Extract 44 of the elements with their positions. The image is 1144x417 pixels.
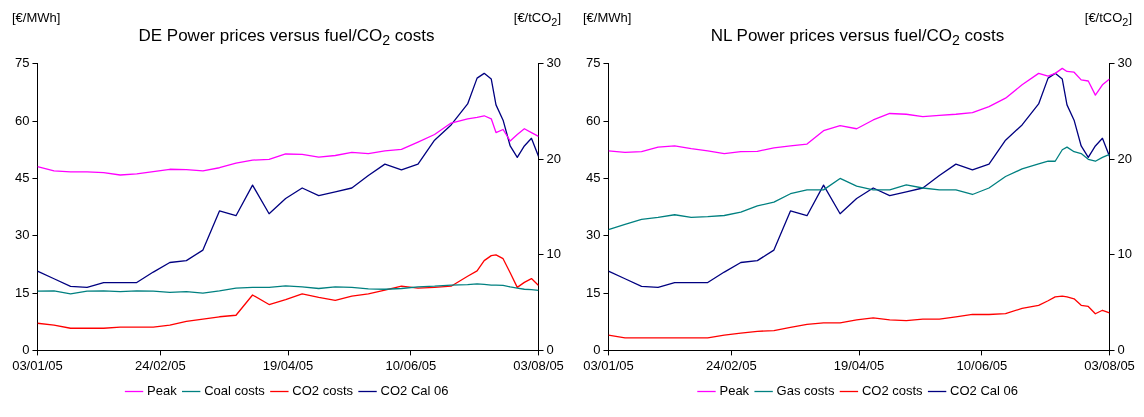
x-tick-label: 03/01/05: [583, 357, 634, 373]
y2-tick-label: 30: [1117, 55, 1133, 71]
y2-tick-label: 20: [546, 150, 562, 166]
y2-axis-title: [€/tCO$_{2}$]: [1084, 10, 1132, 28]
legend-label: Peak: [719, 383, 750, 399]
x-tick-label: 24/02/05: [135, 357, 186, 373]
y-tick-label: 30: [585, 227, 601, 243]
y-tick-label: 45: [585, 170, 601, 186]
legend-label: Coal costs: [204, 383, 266, 399]
legend-label: Gas costs: [776, 383, 835, 399]
legend-label: CO2 costs: [292, 383, 354, 399]
x-tick-label: 24/02/05: [706, 357, 757, 373]
y-tick-label: 0: [593, 341, 601, 357]
legend-label: CO2 Cal 06: [380, 383, 449, 399]
y-tick-label: 60: [14, 112, 30, 128]
x-tick-label: 03/08/05: [513, 357, 564, 373]
x-tick-label: 10/06/05: [956, 357, 1008, 373]
x-tick-label: 03/01/05: [12, 357, 63, 373]
legend-label: CO2 Cal 06: [950, 383, 1019, 399]
chart-title: NL Power prices versus fuel/CO$_{2}$ costs: [709, 26, 1006, 49]
y-tick-label: 60: [585, 112, 601, 128]
y2-tick-label: 0: [1117, 341, 1125, 357]
y-tick-label: 15: [14, 284, 30, 300]
legend-label: CO2 costs: [861, 383, 924, 399]
x-tick-label: 10/06/05: [385, 357, 437, 373]
y-axis-title: [€/MWh]: [12, 10, 61, 25]
y2-tick-label: 10: [1117, 246, 1133, 262]
x-tick-label: 19/04/05: [262, 357, 314, 373]
y-tick-label: 45: [14, 170, 30, 186]
legend-label: Peak: [147, 383, 178, 399]
y-tick-label: 15: [585, 284, 601, 300]
y2-tick-label: 20: [1117, 150, 1133, 166]
y-tick-label: 75: [585, 55, 601, 71]
chart-title: DE Power prices versus fuel/CO$_{2}$ costs: [137, 26, 436, 49]
y-tick-label: 75: [14, 55, 30, 71]
y-tick-label: 30: [14, 227, 30, 243]
x-tick-label: 03/08/05: [1084, 357, 1135, 373]
y2-axis-title: [€/tCO$_{2}$]: [513, 10, 561, 28]
y2-tick-label: 10: [546, 246, 562, 262]
y-axis-title: [€/MWh]: [583, 10, 632, 25]
x-tick-label: 19/04/05: [833, 357, 885, 373]
y2-tick-label: 0: [546, 341, 554, 357]
y-tick-label: 0: [22, 341, 30, 357]
y2-tick-label: 30: [546, 55, 562, 71]
